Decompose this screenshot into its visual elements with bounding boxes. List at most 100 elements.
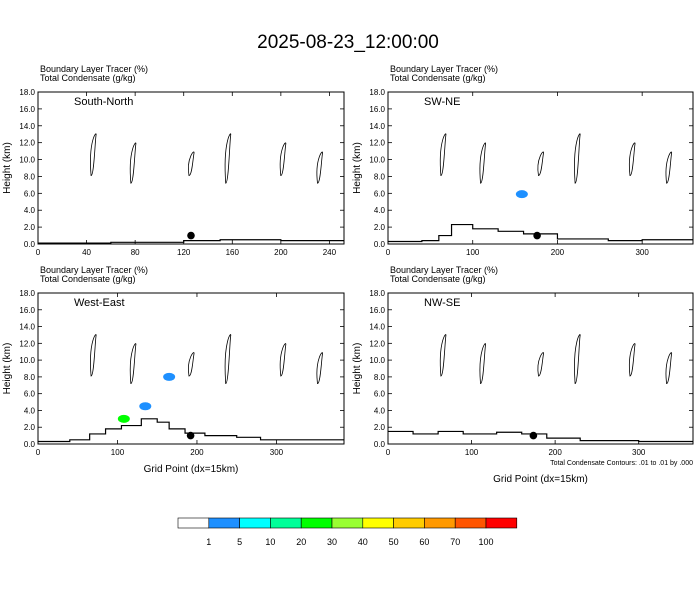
y-tick-label: 14.0: [19, 122, 35, 131]
terrain-line: [38, 418, 344, 443]
y-tick-label: 2.0: [374, 423, 386, 432]
contour-note: Total Condensate Contours: .01 to .01 by…: [550, 460, 693, 467]
tracer-contour: [665, 352, 673, 385]
tracer-contour: [224, 334, 232, 385]
x-tick-label: 0: [386, 448, 391, 457]
x-tick-label: 80: [131, 248, 140, 257]
colorbar-swatch: [393, 517, 425, 529]
condensate-shade: [117, 414, 130, 423]
tracer-contour: [187, 151, 195, 177]
x-tick-label: 40: [82, 248, 91, 257]
colorbar-label: 100: [478, 537, 493, 547]
y-tick-label: 6.0: [24, 390, 36, 399]
tracer-contour: [574, 133, 581, 184]
panel-frame: [37, 292, 345, 445]
colorbar-swatch: [208, 517, 240, 529]
tracer-contour: [279, 142, 287, 177]
tracer-contour: [129, 142, 137, 184]
x-tick-label: 300: [270, 448, 284, 457]
tracer-contour: [90, 133, 97, 177]
tracer-contour: [479, 343, 486, 385]
y-tick-label: 8.0: [24, 373, 36, 382]
x-tick-label: 100: [111, 448, 125, 457]
y-tick-label: 18.0: [369, 88, 385, 97]
panel-name: SW-NE: [424, 96, 460, 108]
panel-2: Boundary Layer Tracer (%)Total Condensat…: [352, 64, 694, 257]
y-tick-label: 2.0: [374, 223, 386, 232]
panel-label-tracer: Boundary Layer Tracer (%): [390, 64, 498, 74]
panel-name: South-North: [74, 96, 133, 108]
colorbar-label: 10: [265, 537, 275, 547]
colorbar-label: 1: [206, 537, 211, 547]
panel-label-condensate: Total Condensate (g/kg): [390, 73, 486, 83]
location-marker: [529, 431, 538, 440]
y-tick-label: 10.0: [369, 356, 385, 365]
colorbar-swatch: [485, 517, 518, 529]
tracer-contour: [224, 133, 232, 184]
y-tick-label: 12.0: [19, 139, 35, 148]
tracer-contour: [665, 151, 673, 184]
tracer-contour: [479, 142, 486, 184]
y-tick-label: 16.0: [369, 105, 385, 114]
y-tick-label: 0.0: [374, 240, 386, 249]
tracer-contour: [316, 352, 323, 385]
y-tick-label: 10.0: [19, 156, 35, 165]
panel-label-condensate: Total Condensate (g/kg): [40, 274, 136, 284]
y-tick-label: 16.0: [19, 105, 35, 114]
colorbar-swatch: [454, 517, 487, 529]
x-tick-label: 160: [226, 248, 240, 257]
colorbar-swatch: [239, 517, 271, 529]
colorbar-label: 70: [450, 537, 460, 547]
terrain-line: [388, 430, 693, 443]
y-tick-label: 0.0: [374, 440, 386, 449]
colorbar-label: 5: [237, 537, 242, 547]
terrain-line: [388, 223, 693, 243]
y-axis-label: Height (km): [2, 142, 13, 194]
y-axis-label: Height (km): [352, 142, 363, 194]
tracer-contour: [90, 334, 97, 377]
tracer-contours: [439, 133, 673, 184]
condensate-shade: [163, 372, 176, 381]
x-axis-label: Grid Point (dx=15km): [144, 464, 239, 475]
y-tick-label: 2.0: [24, 223, 36, 232]
panel-plot-area: [388, 334, 693, 443]
colorbar-label: 50: [389, 537, 399, 547]
panel-frame: [387, 91, 694, 245]
panel-label-tracer: Boundary Layer Tracer (%): [40, 64, 148, 74]
y-tick-label: 16.0: [19, 306, 35, 315]
colorbar-label: 60: [419, 537, 429, 547]
tracer-contour: [537, 151, 544, 177]
y-tick-label: 10.0: [19, 356, 35, 365]
y-tick-label: 16.0: [369, 306, 385, 315]
panel-label-condensate: Total Condensate (g/kg): [40, 73, 136, 83]
location-marker: [187, 231, 195, 240]
y-tick-label: 0.0: [24, 240, 36, 249]
y-tick-label: 12.0: [19, 339, 35, 348]
colorbar: 1 5 10 20 30 40 50 60 70 100: [177, 517, 518, 547]
y-tick-label: 12.0: [369, 339, 385, 348]
colorbar-swatch: [300, 517, 333, 529]
y-tick-label: 8.0: [24, 172, 36, 181]
y-tick-label: 6.0: [374, 189, 386, 198]
y-tick-label: 18.0: [19, 289, 35, 298]
panel-plot-area: [38, 334, 344, 443]
x-tick-label: 240: [323, 248, 337, 257]
tracer-contour: [537, 352, 544, 377]
tracer-contour: [439, 133, 447, 177]
colorbar-label: 30: [327, 537, 337, 547]
colorbar-label: 40: [358, 537, 368, 547]
colorbar-swatch: [424, 517, 456, 529]
x-tick-label: 200: [190, 448, 204, 457]
colorbar-swatch: [177, 517, 210, 529]
tracer-contour: [628, 142, 636, 177]
y-tick-label: 14.0: [369, 122, 385, 131]
x-tick-label: 0: [36, 248, 41, 257]
tracer-contours: [90, 133, 323, 184]
y-tick-label: 6.0: [24, 189, 36, 198]
tracer-contour: [279, 343, 287, 377]
y-tick-label: 4.0: [24, 406, 36, 415]
y-tick-label: 18.0: [19, 88, 35, 97]
tracer-contour: [316, 151, 323, 184]
panel-label-tracer: Boundary Layer Tracer (%): [390, 265, 498, 275]
tracer-contour: [574, 334, 581, 385]
